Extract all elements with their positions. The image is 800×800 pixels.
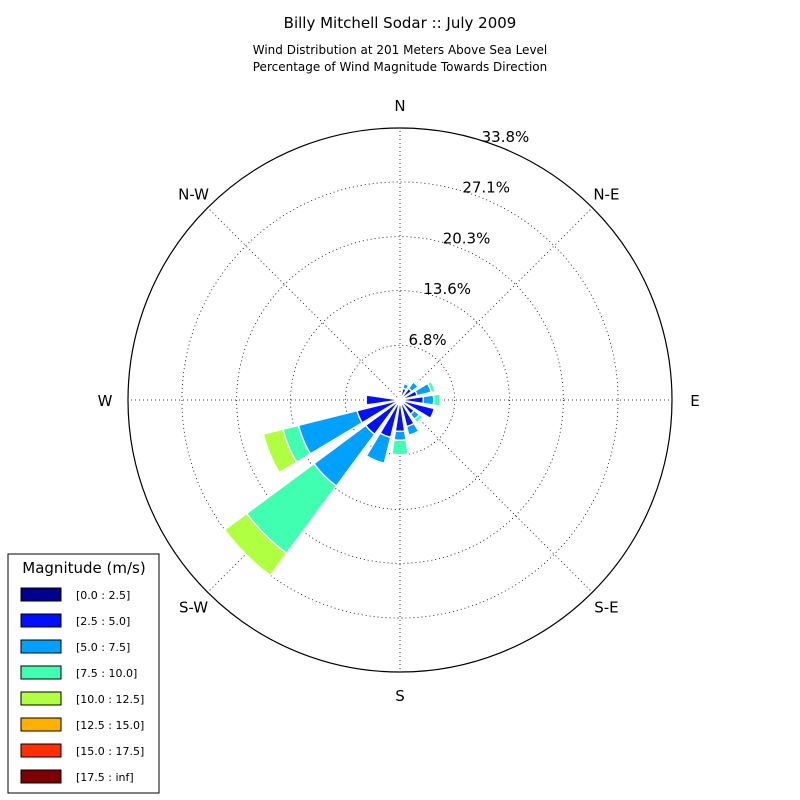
wind-bars bbox=[223, 379, 441, 577]
ring-label-5: 33.8% bbox=[482, 128, 530, 146]
wind-bar-202.5deg-bin-3 bbox=[365, 432, 392, 465]
legend-label-3: [5.0 : 7.5] bbox=[76, 641, 130, 654]
grid-ring-2 bbox=[290, 290, 510, 510]
ring-labels: 6.8% 13.6% 20.3% 27.1% 33.8% bbox=[409, 128, 530, 349]
wind-bar-45deg-bin-4 bbox=[412, 379, 421, 388]
grid-spoke-S-E bbox=[399, 399, 593, 593]
legend-swatch-6 bbox=[20, 717, 62, 732]
wind-bar-112.5deg-bin-2 bbox=[402, 400, 436, 420]
outer-circle bbox=[127, 127, 673, 673]
direction-label-W: W bbox=[98, 392, 113, 410]
legend-label-5: [10.0 : 12.5] bbox=[76, 693, 144, 706]
legend-label-6: [12.5 : 15.0] bbox=[76, 719, 144, 732]
direction-label-S-W: S-W bbox=[179, 598, 208, 616]
ring-label-1: 6.8% bbox=[409, 331, 447, 349]
wind-bar-270deg-bin-2 bbox=[365, 394, 398, 406]
legend-title: Magnitude (m/s) bbox=[22, 559, 145, 577]
legend-label-4: [7.5 : 10.0] bbox=[76, 667, 137, 680]
wind-bar-180deg-bin-4 bbox=[391, 438, 409, 456]
legend-swatch-1 bbox=[20, 587, 62, 602]
legend-swatch-8 bbox=[20, 769, 62, 784]
direction-label-S: S bbox=[395, 687, 405, 705]
wind-bar-180deg-bin-3 bbox=[393, 430, 407, 441]
direction-labels: N N-E E S-E S S-W W N-W bbox=[98, 97, 700, 705]
legend-swatch-7 bbox=[20, 743, 62, 758]
grid-spoke-N-W bbox=[207, 207, 401, 401]
wind-bar-247.5deg-bin-5 bbox=[262, 428, 298, 474]
chart-subtitle-line-1: Wind Distribution at 201 Meters Above Se… bbox=[253, 43, 548, 57]
chart-subtitle-line-2: Percentage of Wind Magnitude Towards Dir… bbox=[253, 60, 547, 74]
wind-bar-90deg-bin-4 bbox=[432, 393, 441, 407]
legend-swatch-4 bbox=[20, 665, 62, 680]
wind-bar-337.5deg-bin-2 bbox=[396, 395, 401, 399]
legend-label-1: [0.0 : 2.5] bbox=[76, 589, 130, 602]
ring-label-3: 20.3% bbox=[443, 229, 491, 247]
ring-label-4: 27.1% bbox=[462, 178, 510, 196]
wind-bar-67.5deg-bin-4 bbox=[426, 380, 436, 394]
grid-ring-4 bbox=[181, 181, 619, 619]
grid-ring-3 bbox=[236, 236, 564, 564]
legend-swatch-3 bbox=[20, 639, 62, 654]
wind-bar-22.5deg-bin-4 bbox=[403, 381, 411, 387]
wind-bar-225deg-bin-5 bbox=[223, 512, 288, 577]
grid-spoke-N-E bbox=[399, 207, 593, 401]
direction-label-N-W: N-W bbox=[178, 186, 209, 204]
chart-title: Billy Mitchell Sodar :: July 2009 bbox=[284, 14, 517, 32]
legend-label-7: [15.0 : 17.5] bbox=[76, 745, 144, 758]
legend-label-8: [17.5 : inf] bbox=[76, 771, 134, 784]
direction-label-N-E: N-E bbox=[593, 186, 619, 204]
direction-label-S-E: S-E bbox=[594, 598, 618, 616]
legend-swatch-5 bbox=[20, 691, 62, 706]
ring-label-2: 13.6% bbox=[423, 280, 471, 298]
direction-label-N: N bbox=[394, 97, 405, 115]
legend-swatch-2 bbox=[20, 613, 62, 628]
legend: Magnitude (m/s) [0.0 : 2.5] [2.5 : 5.0] [5… bbox=[7, 553, 160, 794]
wind-bar-135deg-bin-4 bbox=[413, 413, 424, 424]
wind-bar-157.5deg-bin-3 bbox=[405, 422, 420, 436]
wind-bar-90deg-bin-3 bbox=[422, 394, 435, 406]
grid-ring-1 bbox=[344, 344, 456, 456]
legend-label-2: [2.5 : 5.0] bbox=[76, 615, 130, 628]
direction-label-E: E bbox=[690, 392, 699, 410]
